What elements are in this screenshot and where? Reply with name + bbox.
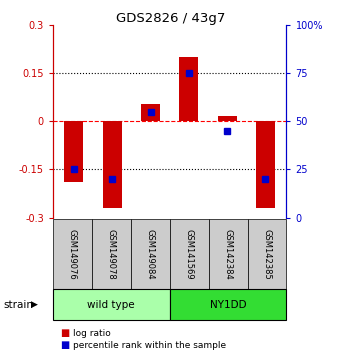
Text: strain: strain: [3, 300, 33, 310]
Text: ▶: ▶: [31, 300, 38, 309]
Bar: [64, 121, 84, 182]
Text: percentile rank within the sample: percentile rank within the sample: [73, 341, 226, 350]
Bar: [103, 121, 122, 208]
Text: GSM149084: GSM149084: [146, 229, 155, 279]
Text: NY1DD: NY1DD: [210, 300, 246, 310]
Text: GSM149076: GSM149076: [68, 229, 77, 279]
Text: GSM149078: GSM149078: [107, 229, 116, 279]
Text: ■: ■: [60, 340, 69, 350]
Bar: [218, 116, 237, 121]
Text: GDS2826 / 43g7: GDS2826 / 43g7: [116, 12, 225, 25]
Text: log ratio: log ratio: [73, 329, 111, 338]
Bar: [141, 104, 160, 121]
Bar: [179, 57, 198, 121]
Text: wild type: wild type: [87, 300, 135, 310]
Text: GSM142384: GSM142384: [224, 229, 233, 279]
Text: ■: ■: [60, 329, 69, 338]
Bar: [256, 121, 275, 208]
Text: GSM142385: GSM142385: [263, 229, 271, 279]
Text: GSM141569: GSM141569: [184, 229, 194, 279]
